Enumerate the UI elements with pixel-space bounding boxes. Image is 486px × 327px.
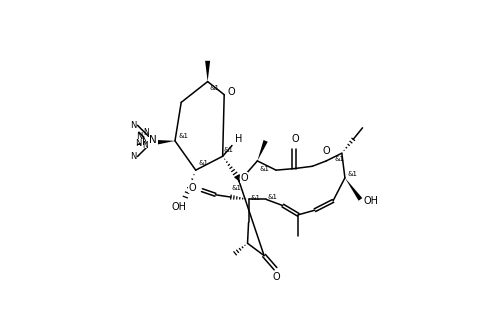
Text: &1: &1	[178, 133, 188, 139]
Polygon shape	[155, 140, 175, 145]
Text: &1: &1	[348, 171, 358, 177]
Text: O: O	[189, 183, 196, 193]
Polygon shape	[205, 61, 210, 82]
Text: &1: &1	[251, 196, 261, 201]
Text: N: N	[130, 152, 137, 161]
Text: H: H	[235, 134, 242, 144]
Text: O: O	[240, 173, 248, 183]
Text: N: N	[135, 139, 141, 148]
Text: O: O	[322, 146, 330, 156]
Text: O: O	[228, 87, 235, 96]
Text: N: N	[130, 121, 137, 130]
Text: OH: OH	[364, 196, 379, 206]
Text: N: N	[148, 137, 156, 147]
Text: N: N	[142, 141, 148, 150]
Text: N: N	[149, 135, 157, 145]
Text: &1: &1	[209, 85, 220, 91]
Text: &1: &1	[224, 147, 234, 153]
Text: N: N	[143, 129, 149, 137]
Text: N: N	[142, 137, 149, 147]
Polygon shape	[258, 140, 268, 161]
Text: &1: &1	[231, 185, 241, 191]
Text: N: N	[137, 132, 143, 141]
Text: O: O	[273, 272, 280, 282]
Text: OH: OH	[172, 202, 187, 213]
Text: &1: &1	[199, 160, 208, 166]
Polygon shape	[345, 178, 362, 201]
Text: &1: &1	[260, 165, 270, 172]
Text: O: O	[292, 134, 299, 144]
Text: &1: &1	[268, 194, 278, 200]
Text: &1: &1	[334, 156, 344, 162]
